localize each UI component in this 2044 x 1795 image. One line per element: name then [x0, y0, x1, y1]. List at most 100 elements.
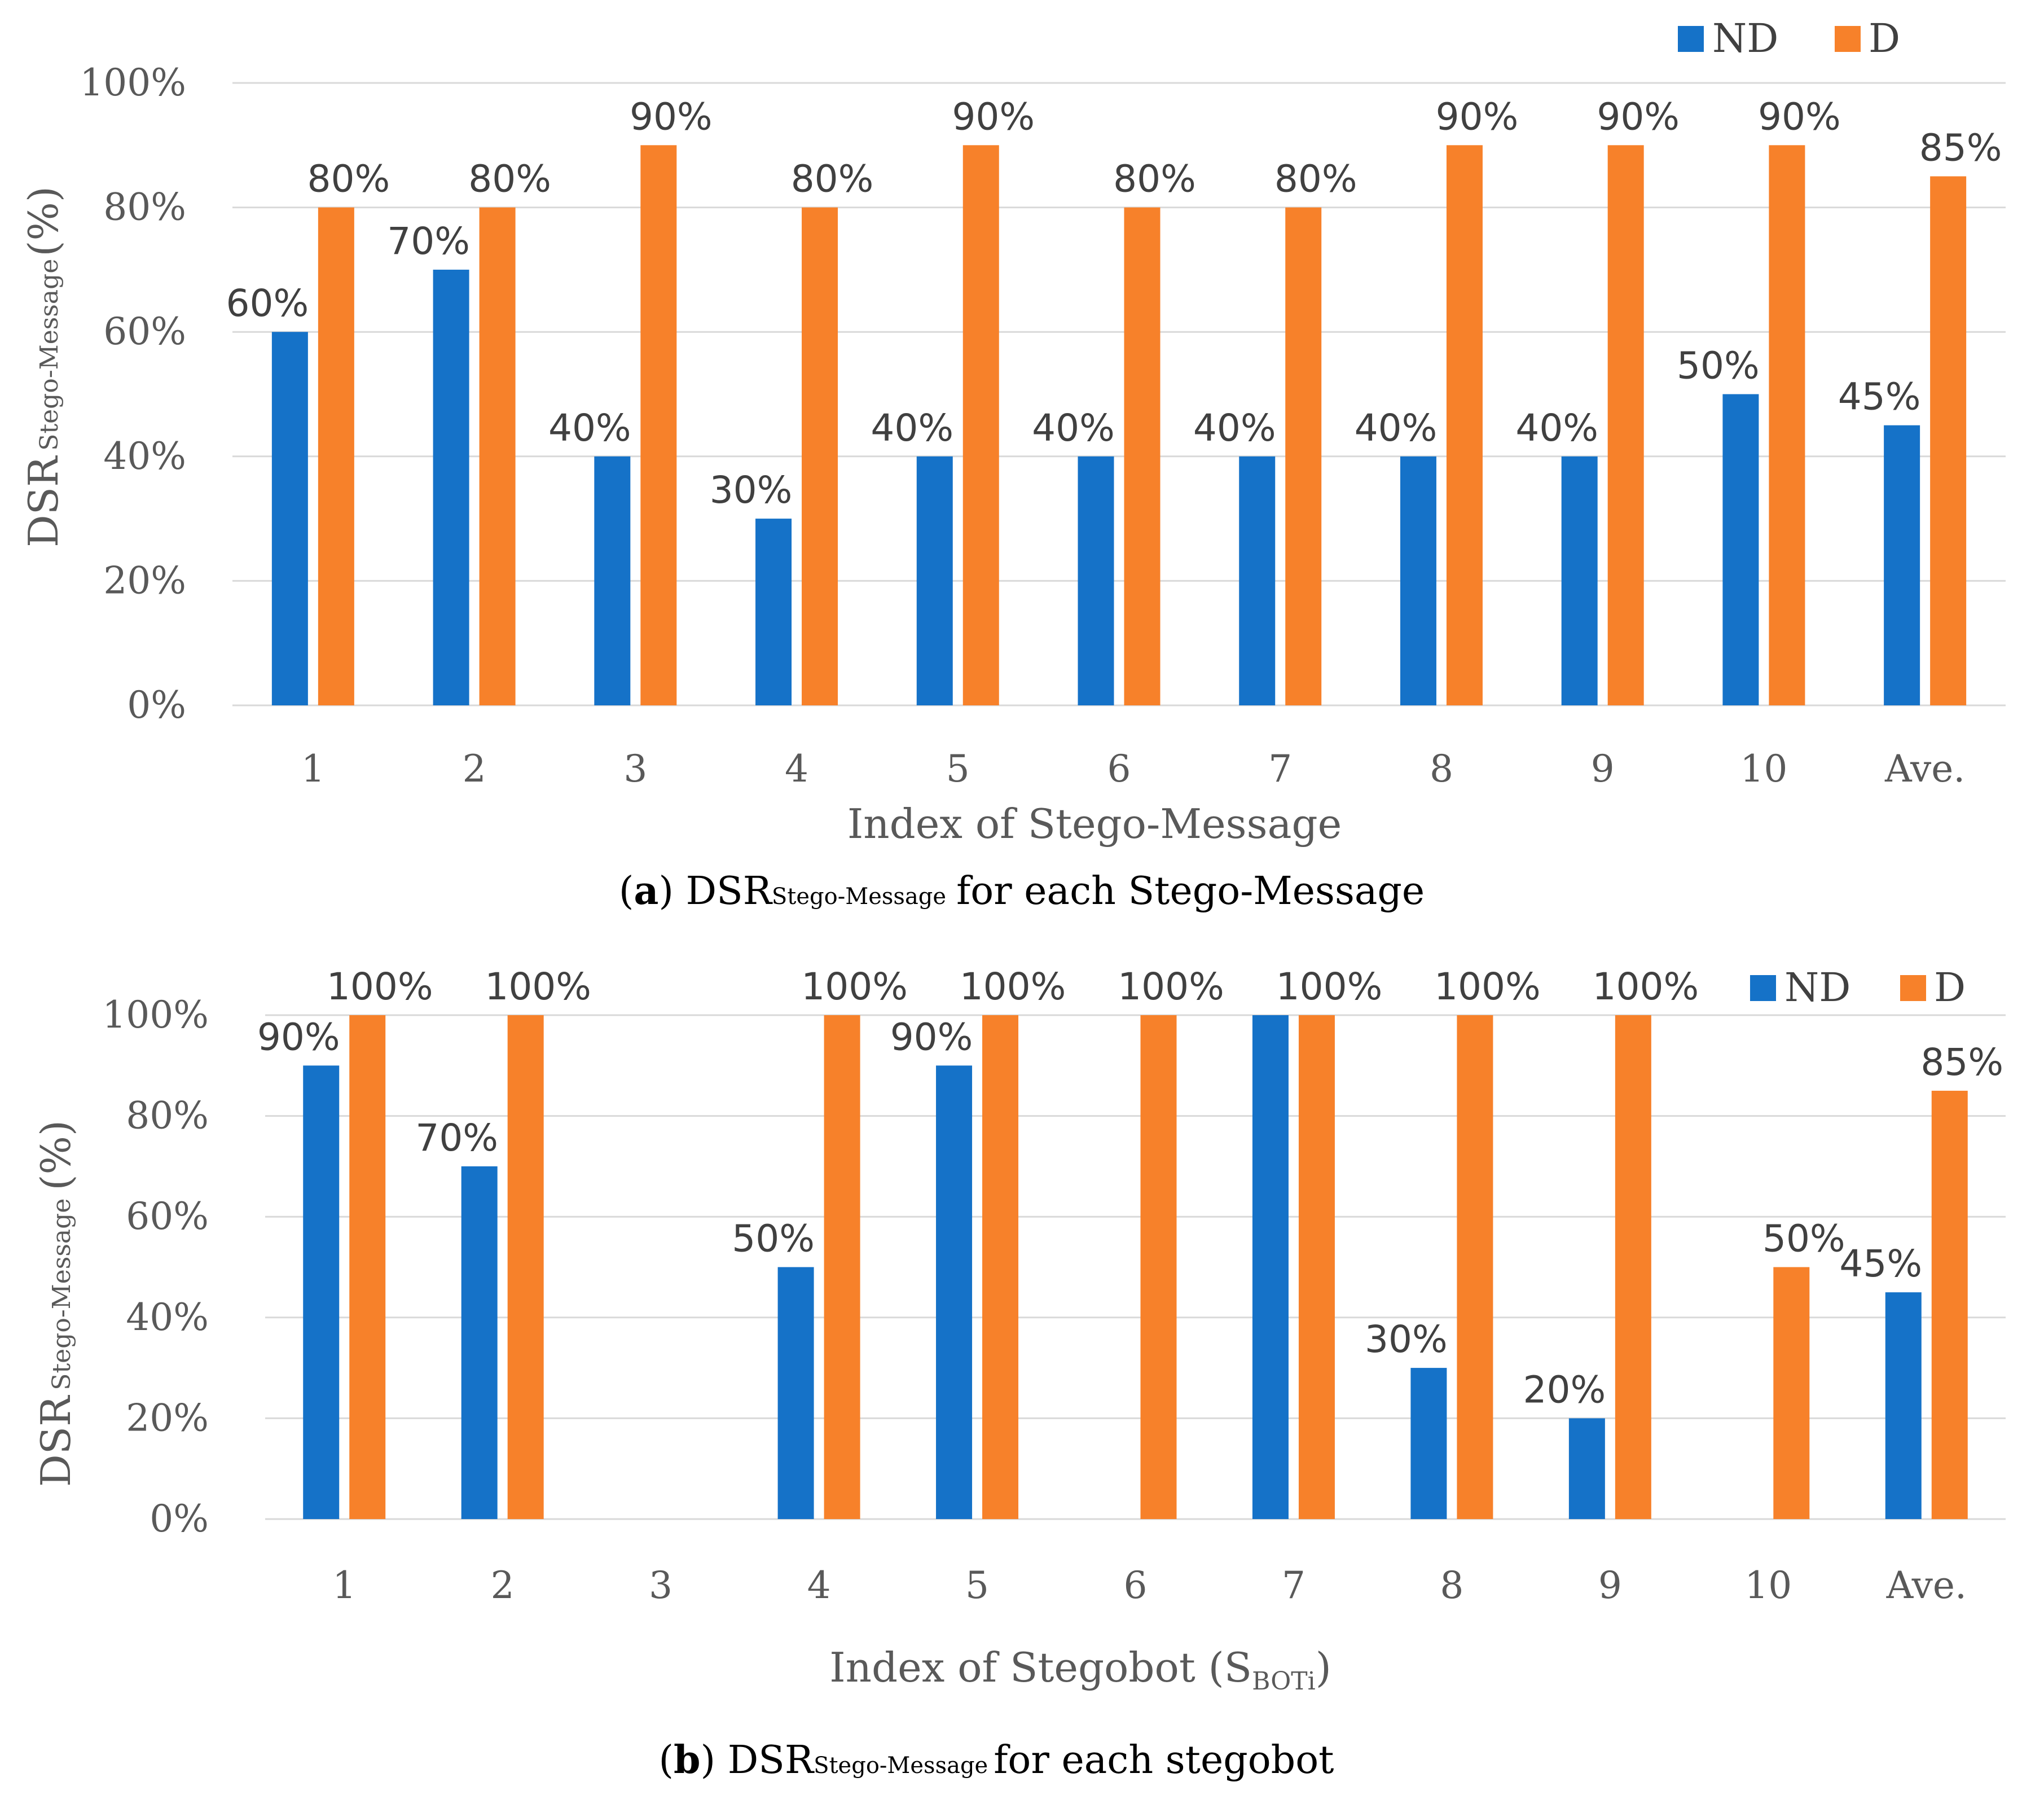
bar-d — [1140, 1015, 1177, 1519]
chart-b-y-ticks: 0% 20% 40% 60% 80% 100% — [102, 993, 209, 1541]
chart-b-x-axis-title: Index of Stegobot (SBOTi) — [829, 1644, 1331, 1696]
data-label-nd: 40% — [1032, 406, 1115, 450]
x-tick-label: 10 — [1740, 747, 1787, 791]
bar-nd — [594, 456, 631, 705]
legend-d-label: D — [1869, 15, 1900, 62]
data-label-d: 100% — [1593, 965, 1699, 1008]
legend-nd-label: ND — [1712, 15, 1778, 62]
bar-nd — [916, 456, 953, 705]
legend-nd-swatch — [1750, 975, 1776, 1001]
y-tick-label: 0% — [127, 683, 186, 727]
data-label-d: 90% — [1758, 95, 1841, 138]
x-tick-label: 5 — [965, 1564, 989, 1607]
chart-b-bars — [303, 1015, 1968, 1519]
y-tick-label: 20% — [103, 559, 186, 602]
x-tick-label: 3 — [623, 747, 647, 791]
data-label-d: 80% — [791, 157, 874, 201]
legend-d-swatch — [1835, 26, 1861, 52]
data-label-d: 90% — [1436, 95, 1519, 138]
x-tick-label: 7 — [1268, 747, 1292, 791]
data-label-d: 100% — [1434, 965, 1541, 1008]
legend-nd-label: ND — [1784, 964, 1850, 1011]
y-tick-label: 20% — [126, 1396, 209, 1439]
x-tick-label: 1 — [332, 1564, 356, 1607]
x-tick-label: 10 — [1744, 1564, 1792, 1607]
bar-d — [962, 145, 999, 705]
data-label-nd: 60% — [226, 282, 309, 325]
bar-nd — [303, 1065, 340, 1519]
data-label-nd: 50% — [732, 1217, 815, 1261]
chart-a-legend: ND D — [1678, 15, 1900, 62]
data-label-d: 90% — [630, 95, 713, 138]
bar-nd — [777, 1267, 814, 1519]
data-label-nd: 90% — [890, 1015, 973, 1059]
data-label-nd: 70% — [415, 1116, 498, 1160]
data-label-d: 85% — [1919, 126, 2002, 169]
bar-nd — [1410, 1368, 1447, 1519]
chart-a-caption: (a) DSRStego-Message for each Stego-Messa… — [619, 868, 1425, 914]
bar-nd — [936, 1065, 973, 1519]
chart-a-x-axis-title: Index of Stego-Message — [847, 800, 1342, 848]
data-label-nd: 40% — [1355, 406, 1438, 450]
data-label-d: 100% — [485, 965, 591, 1008]
data-label-nd: 20% — [1523, 1368, 1606, 1411]
bar-d — [1298, 1015, 1335, 1519]
legend-nd-swatch — [1678, 26, 1704, 52]
chart-a-gridlines — [232, 82, 2006, 706]
chart-b-caption: (b) DSRStego-Message for each stegobot — [659, 1737, 1334, 1783]
bar-d — [1930, 176, 1967, 705]
x-tick-label: 1 — [301, 747, 325, 791]
chart-a-y-axis-title: DSRStego-Message(%) — [20, 186, 67, 547]
data-label-d: 85% — [1920, 1041, 2003, 1084]
bar-d — [640, 145, 677, 705]
data-label-nd: 70% — [387, 220, 470, 263]
data-label-nd: 90% — [257, 1015, 340, 1059]
bar-nd — [1078, 456, 1114, 705]
bar-nd — [1252, 1015, 1289, 1519]
y-tick-label: 0% — [150, 1497, 209, 1541]
x-tick-label: Ave. — [1884, 747, 1965, 791]
bar-d — [1931, 1090, 1968, 1519]
y-tick-label: 100% — [80, 61, 186, 104]
x-tick-label: 6 — [1107, 747, 1131, 791]
data-label-nd: 30% — [710, 468, 793, 512]
bar-d — [1769, 145, 1805, 705]
bar-d — [507, 1015, 544, 1519]
y-tick-label: 60% — [126, 1195, 209, 1238]
data-label-d: 100% — [327, 965, 433, 1008]
y-tick-label: 100% — [102, 993, 209, 1037]
bar-nd — [1568, 1418, 1605, 1519]
y-tick-label: 40% — [103, 435, 186, 478]
chart-a: 0%20%40%60%80%100% 60%80%70%80%40%90%30%… — [20, 15, 2006, 914]
bar-nd — [1884, 425, 1920, 705]
data-label-nd: 40% — [871, 406, 953, 450]
x-tick-label: 9 — [1598, 1564, 1622, 1607]
bar-nd — [433, 269, 469, 705]
x-tick-label: 3 — [649, 1564, 672, 1607]
bar-d — [802, 207, 838, 706]
x-tick-label: 7 — [1282, 1564, 1305, 1607]
x-tick-label: 8 — [1430, 747, 1453, 791]
bar-d — [824, 1015, 860, 1519]
chart-b-y-axis-title: DSRStego-Message(%) — [32, 1120, 80, 1487]
data-label-nd: 45% — [1839, 1242, 1922, 1285]
data-label-nd: 40% — [548, 406, 631, 450]
x-tick-label: 6 — [1124, 1564, 1148, 1607]
x-tick-label: 9 — [1591, 747, 1615, 791]
chart-a-data-labels: 60% 80% 70% 80% 40% 90% 30% 80% 40% 90% 40% 80% 40% 8… — [226, 95, 2002, 512]
data-label-nd: 45% — [1838, 375, 1921, 419]
data-label-d: 50% — [1762, 1217, 1845, 1261]
bar-d — [479, 207, 516, 706]
x-tick-label: 2 — [463, 747, 486, 791]
bar-d — [1124, 207, 1161, 706]
x-tick-label: 2 — [491, 1564, 515, 1607]
x-tick-label: Ave. — [1886, 1564, 1967, 1607]
y-tick-label: 80% — [103, 186, 186, 229]
bar-nd — [1722, 394, 1759, 705]
chart-a-y-ticks: 0% 20% 40% 60% 80% 100% — [80, 61, 186, 727]
bar-d — [982, 1015, 1019, 1519]
y-tick-label: 60% — [103, 310, 186, 353]
x-tick-label: 4 — [785, 747, 808, 791]
data-label-nd: 40% — [1193, 406, 1276, 450]
data-label-d: 80% — [1113, 157, 1196, 201]
